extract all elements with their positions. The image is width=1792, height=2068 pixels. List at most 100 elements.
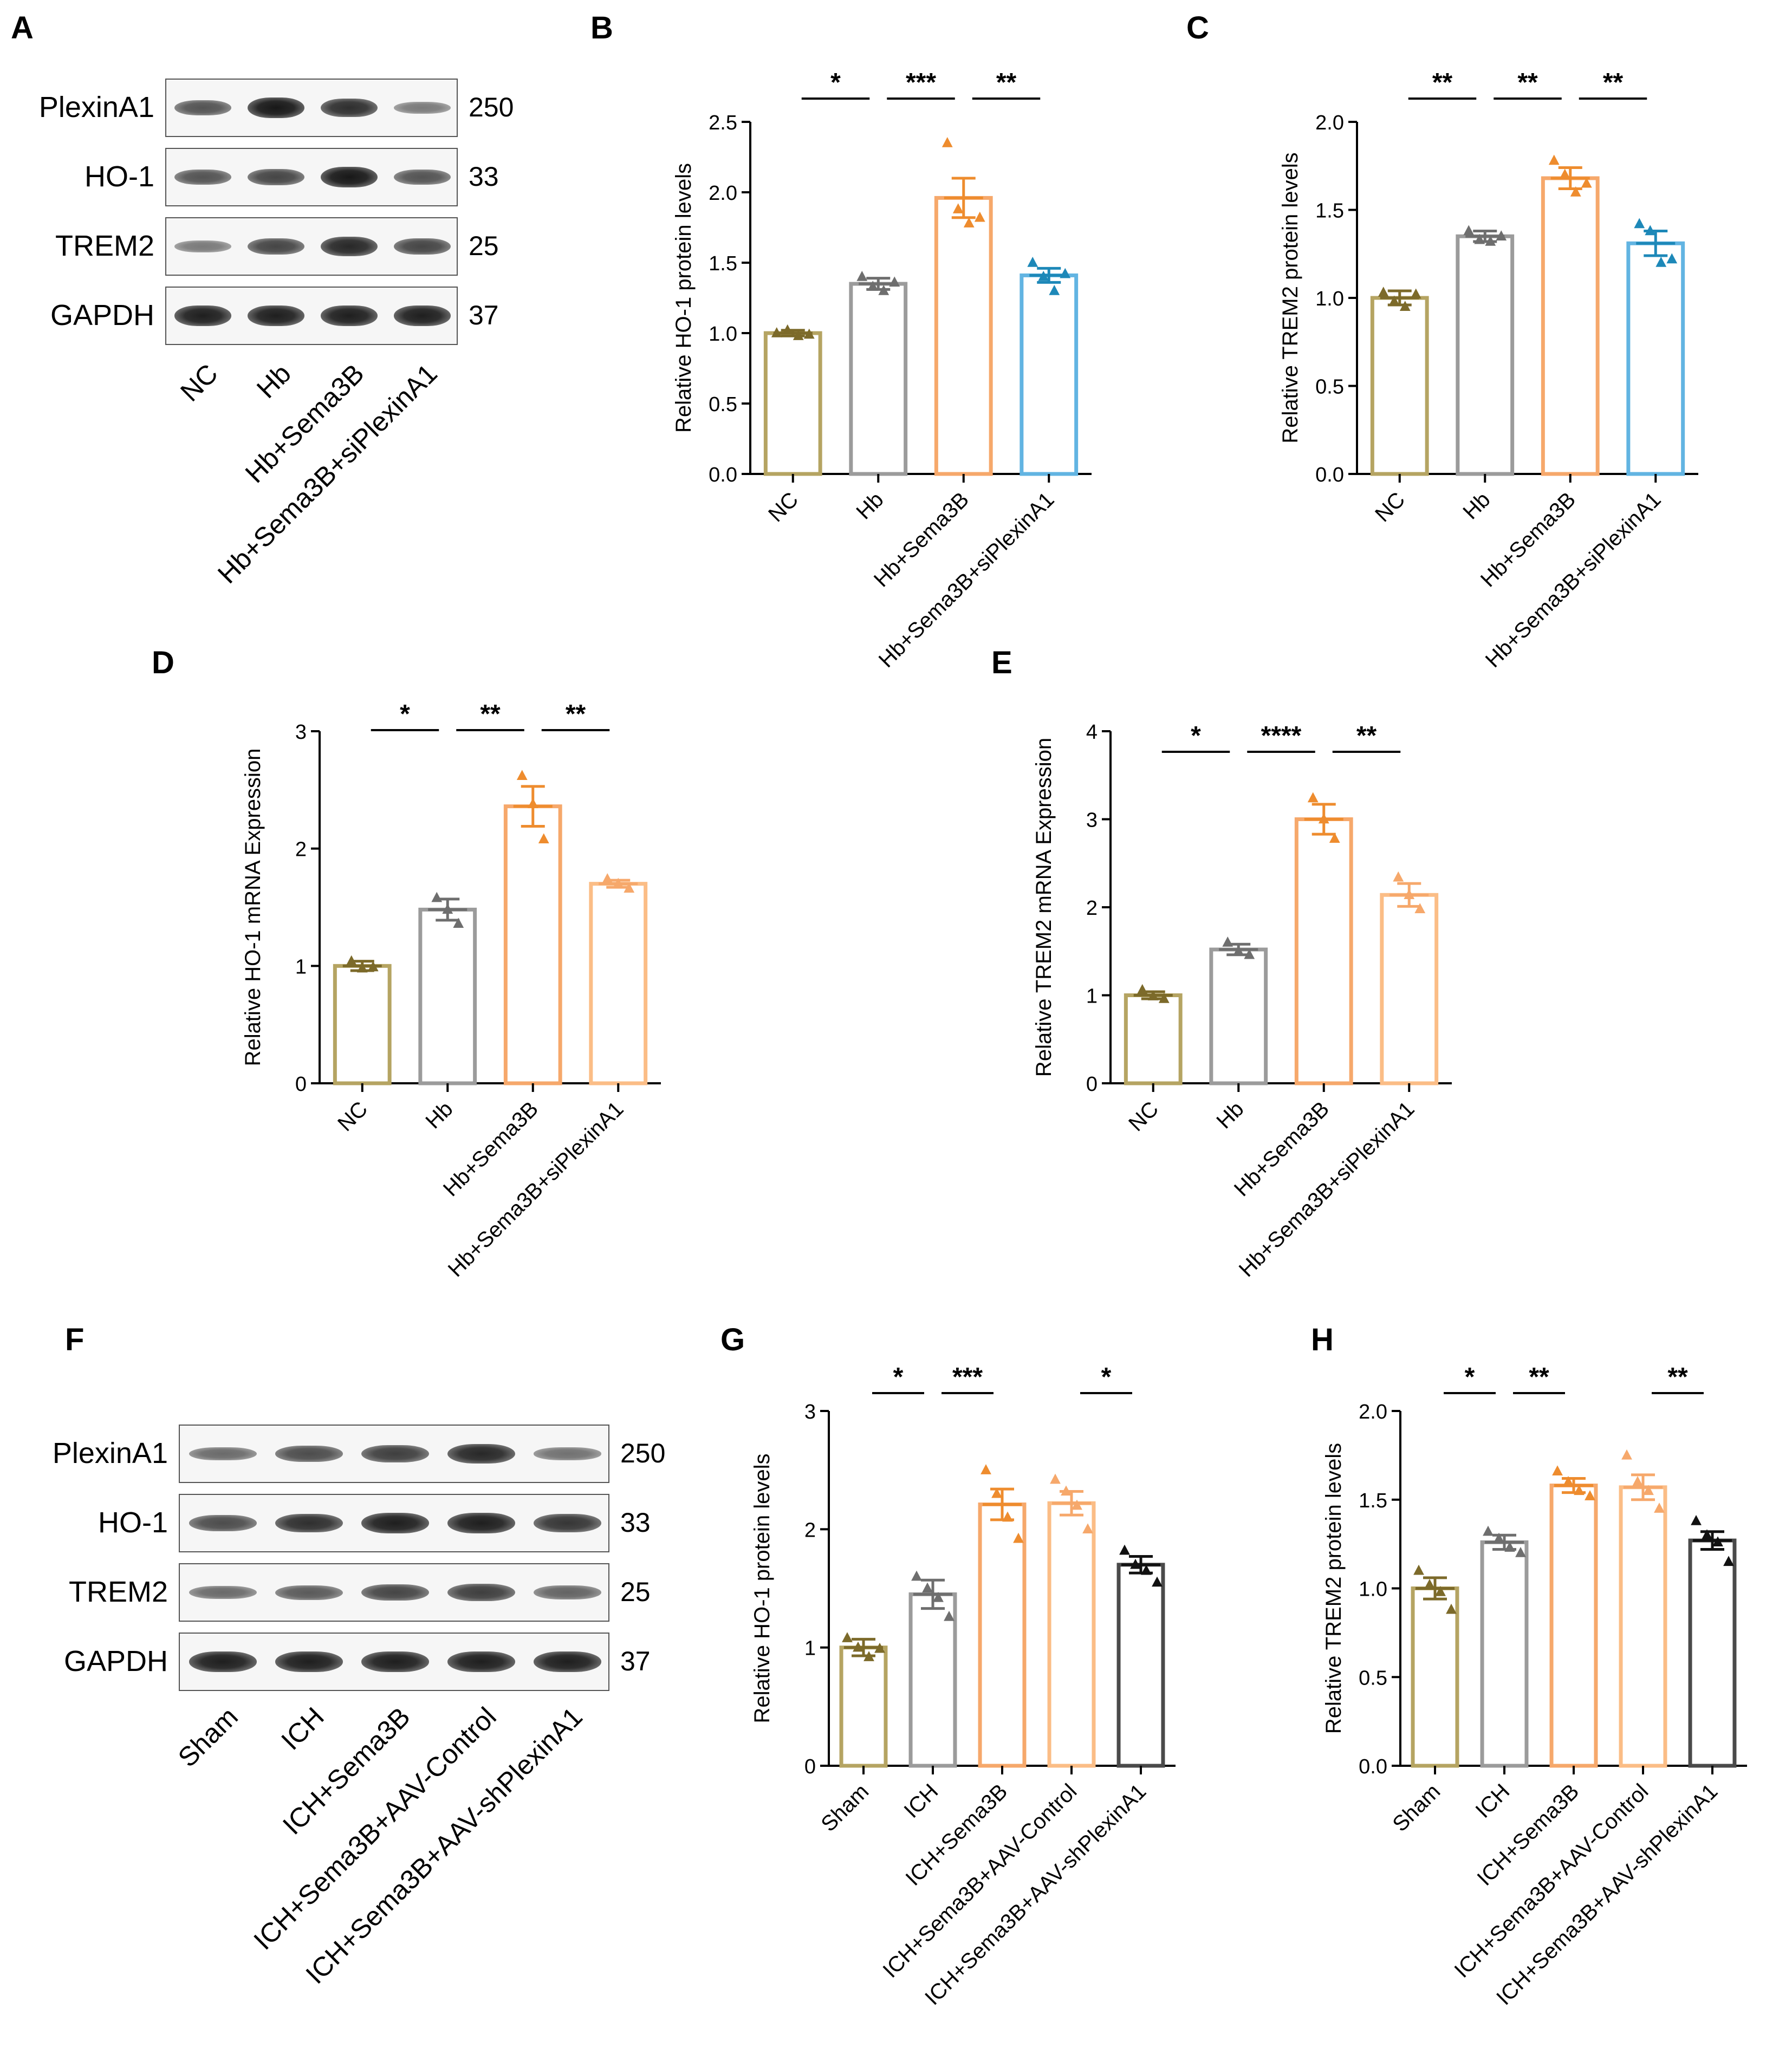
data-point	[1072, 1499, 1082, 1510]
bar	[763, 331, 822, 476]
data-point	[981, 1464, 991, 1474]
bar	[978, 1502, 1027, 1768]
significance-label: ****	[1261, 721, 1302, 750]
protein-label-trem2: TREM2	[55, 230, 154, 262]
data-point	[1463, 225, 1475, 236]
kda-label: 37	[469, 300, 499, 330]
bar	[1370, 296, 1429, 476]
panel-label-a: A	[11, 10, 34, 45]
data-point	[1723, 1556, 1734, 1566]
bar	[589, 882, 648, 1085]
y-tick-label: 1.0	[709, 323, 737, 346]
bar	[1626, 241, 1685, 476]
x-tick-label: NC	[1371, 487, 1410, 526]
data-point	[1119, 1544, 1130, 1555]
data-point	[863, 1651, 874, 1661]
band	[393, 169, 451, 185]
data-point	[356, 962, 368, 973]
kda-label: 33	[469, 161, 499, 192]
data-point	[1378, 287, 1389, 297]
band	[189, 1447, 257, 1461]
y-axis-label: Relative HO-1 mRNA Expression	[241, 749, 265, 1066]
data-point	[1060, 268, 1071, 278]
data-point	[1404, 889, 1415, 899]
x-tick-label: Hb	[421, 1097, 457, 1133]
bar	[1380, 893, 1439, 1085]
data-point	[1013, 1532, 1024, 1543]
data-point	[1049, 285, 1060, 295]
data-point	[1645, 225, 1656, 236]
y-tick-label: 1.5	[1315, 200, 1344, 223]
bar	[1411, 1586, 1459, 1768]
data-point	[1158, 993, 1170, 1003]
x-tick-label: ICH	[1471, 1779, 1515, 1823]
data-point	[991, 1487, 1002, 1498]
data-point	[1307, 792, 1319, 803]
data-point	[1318, 813, 1329, 824]
data-point	[1244, 948, 1255, 959]
x-tick-label: Hb	[1212, 1097, 1248, 1133]
blot-strip-ho-1	[165, 148, 458, 206]
data-point	[624, 882, 635, 893]
y-tick-label: 1.5	[709, 252, 737, 275]
y-tick-label: 0.5	[1315, 376, 1344, 399]
data-point	[1388, 295, 1400, 306]
blot-strip-gapdh	[179, 1633, 609, 1691]
data-point	[1038, 271, 1049, 281]
y-tick-label: 2	[804, 1519, 816, 1542]
y-tick-label: 1.0	[1359, 1578, 1387, 1601]
y-tick-label: 3	[804, 1401, 816, 1423]
band	[320, 166, 378, 188]
chart-h-trem2-protein: 0.0 0.5 1.0 1.5 2.0 Relative TREM2 protein le…	[1322, 1363, 1747, 2010]
protein-label-plexina1: PlexinA1	[38, 91, 154, 123]
western-blot-f: PlexinA1 250 HO-1 33 TREM2 25 GAPDH 37 Sham ICH IC…	[0, 0, 704, 2030]
protein-label-trem2: TREM2	[68, 1576, 168, 1608]
kda-label: 25	[469, 231, 499, 261]
band	[247, 168, 305, 186]
y-tick-label: 0.0	[709, 464, 737, 486]
blot-strip-plexina1	[179, 1425, 609, 1483]
chart-e-trem2-mrna: 0 1 2 3 4 Relative TREM2 mRNA Expression NC HbH…	[1032, 721, 1452, 1282]
y-axis-label: Relative TREM2 mRNA Expression	[1032, 738, 1056, 1077]
y-tick-label: 2.5	[709, 112, 737, 134]
x-tick-label: NC	[1124, 1097, 1163, 1136]
bar	[1456, 234, 1515, 476]
data-point	[1515, 1547, 1526, 1557]
significance-label: *	[830, 68, 841, 97]
y-tick-label: 1.0	[1315, 288, 1344, 310]
data-point	[1413, 1564, 1424, 1575]
data-point	[602, 873, 613, 883]
data-point	[431, 892, 443, 902]
bar	[839, 1646, 888, 1768]
band	[447, 1651, 515, 1672]
band	[247, 305, 305, 326]
data-point	[853, 1641, 863, 1652]
protein-label-gapdh: GAPDH	[50, 299, 154, 331]
band	[174, 169, 232, 185]
data-point	[1414, 903, 1426, 913]
panel-label-e: E	[991, 645, 1012, 680]
y-tick-label: 0.5	[1359, 1667, 1387, 1689]
blot-strip-trem2	[179, 1563, 609, 1622]
x-tick-label: Hb	[1458, 487, 1495, 524]
bar	[1047, 1501, 1096, 1768]
data-point	[1496, 230, 1507, 240]
significance-label: *	[1465, 1363, 1475, 1391]
chart-d-ho1-mrna: 0 1 2 3 Relative HO-1 mRNA Expression NC HbHb+…	[241, 700, 661, 1282]
x-tick-label: Hb	[852, 487, 888, 524]
data-point	[942, 137, 953, 147]
band	[534, 1514, 601, 1532]
significance-label: *	[1101, 1363, 1112, 1391]
bar	[1619, 1485, 1667, 1768]
data-point	[613, 877, 624, 888]
data-point	[538, 833, 549, 844]
band	[320, 305, 378, 326]
y-tick-label: 0.0	[1359, 1755, 1387, 1778]
panel-label-d: D	[152, 645, 174, 680]
band	[189, 1515, 257, 1531]
data-point	[1137, 984, 1148, 994]
y-tick-label: 3	[295, 721, 307, 744]
data-point	[803, 328, 815, 339]
bar	[1020, 273, 1079, 476]
